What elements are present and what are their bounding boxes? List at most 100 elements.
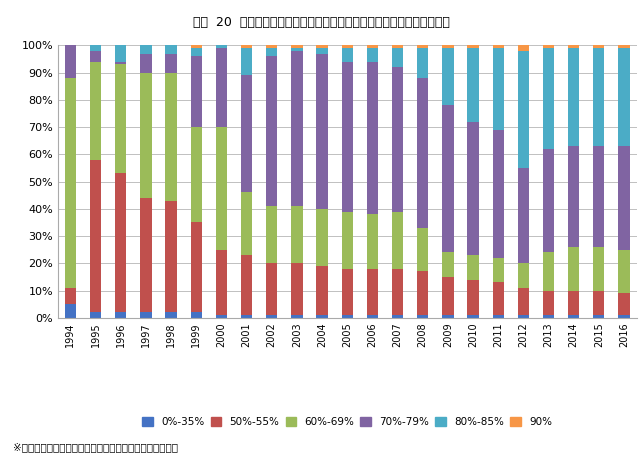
Bar [266, 48, 277, 56]
Bar [241, 45, 252, 48]
Text: ※とうもろこし、綿花、落花生、コメ、大豆、小麦の合計: ※とうもろこし、綿花、落花生、コメ、大豆、小麦の合計 [13, 442, 178, 452]
Bar [115, 45, 127, 62]
Bar [316, 45, 328, 48]
Bar [266, 206, 277, 263]
Bar [165, 312, 177, 318]
Bar [316, 209, 328, 266]
Bar [190, 48, 202, 56]
Bar [241, 75, 252, 192]
Bar [518, 315, 529, 318]
Bar [593, 315, 604, 318]
Bar [493, 315, 504, 318]
Bar [115, 64, 127, 173]
Bar [442, 48, 453, 105]
Bar [65, 78, 76, 288]
Bar [115, 173, 127, 312]
Bar [90, 45, 102, 51]
Bar [190, 127, 202, 222]
Bar [341, 269, 353, 315]
Bar [417, 228, 428, 271]
Bar [392, 212, 403, 269]
Bar [593, 146, 604, 247]
Bar [619, 293, 629, 315]
Bar [568, 315, 579, 318]
Bar [392, 67, 403, 212]
Bar [291, 48, 303, 51]
Bar [619, 315, 629, 318]
Bar [568, 291, 579, 315]
Bar [216, 250, 227, 315]
Bar [90, 312, 102, 318]
Bar [467, 122, 478, 255]
Bar [165, 54, 177, 73]
Bar [619, 146, 629, 250]
Bar [593, 247, 604, 291]
Bar [442, 45, 453, 48]
Bar [392, 315, 403, 318]
Bar [190, 56, 202, 127]
Bar [543, 291, 554, 315]
Bar [140, 73, 152, 198]
Bar [341, 315, 353, 318]
Bar [467, 45, 478, 48]
Bar [241, 255, 252, 315]
Bar [367, 48, 378, 62]
Bar [619, 45, 629, 48]
Bar [367, 269, 378, 315]
Bar [316, 315, 328, 318]
Bar [442, 277, 453, 315]
Bar [442, 252, 453, 277]
Bar [392, 45, 403, 48]
Bar [291, 45, 303, 48]
Bar [291, 263, 303, 315]
Bar [341, 212, 353, 269]
Bar [442, 315, 453, 318]
Bar [140, 312, 152, 318]
Bar [165, 73, 177, 201]
Bar [467, 48, 478, 122]
Bar [493, 130, 504, 258]
Bar [417, 45, 428, 48]
Bar [341, 62, 353, 212]
Bar [65, 304, 76, 318]
Bar [518, 168, 529, 263]
Bar [90, 62, 102, 160]
Bar [165, 45, 177, 54]
Bar [90, 160, 102, 312]
Bar [493, 45, 504, 48]
Bar [190, 222, 202, 312]
Bar [291, 315, 303, 318]
Bar [316, 48, 328, 54]
Bar [518, 263, 529, 288]
Bar [316, 54, 328, 209]
Bar [367, 315, 378, 318]
Bar [493, 282, 504, 315]
Bar [442, 105, 453, 252]
Bar [140, 198, 152, 312]
Bar [341, 48, 353, 62]
Bar [417, 48, 428, 78]
Bar [467, 255, 478, 280]
Bar [568, 48, 579, 146]
Bar [367, 45, 378, 48]
Bar [115, 62, 127, 64]
Bar [568, 45, 579, 48]
Bar [266, 45, 277, 48]
Bar [593, 291, 604, 315]
Bar [291, 206, 303, 263]
Bar [65, 288, 76, 304]
Bar [543, 45, 554, 48]
Bar [593, 48, 604, 146]
Bar [493, 48, 504, 130]
Text: 図表  20  主要農産物における保証水準別の加入面積の割合（収入保険）: 図表 20 主要農産物における保証水準別の加入面積の割合（収入保険） [193, 16, 450, 29]
Bar [140, 54, 152, 73]
Bar [216, 0, 227, 48]
Bar [190, 45, 202, 48]
Bar [190, 312, 202, 318]
Bar [316, 266, 328, 315]
Bar [543, 315, 554, 318]
Bar [417, 315, 428, 318]
Bar [165, 201, 177, 312]
Bar [241, 192, 252, 255]
Bar [518, 45, 529, 51]
